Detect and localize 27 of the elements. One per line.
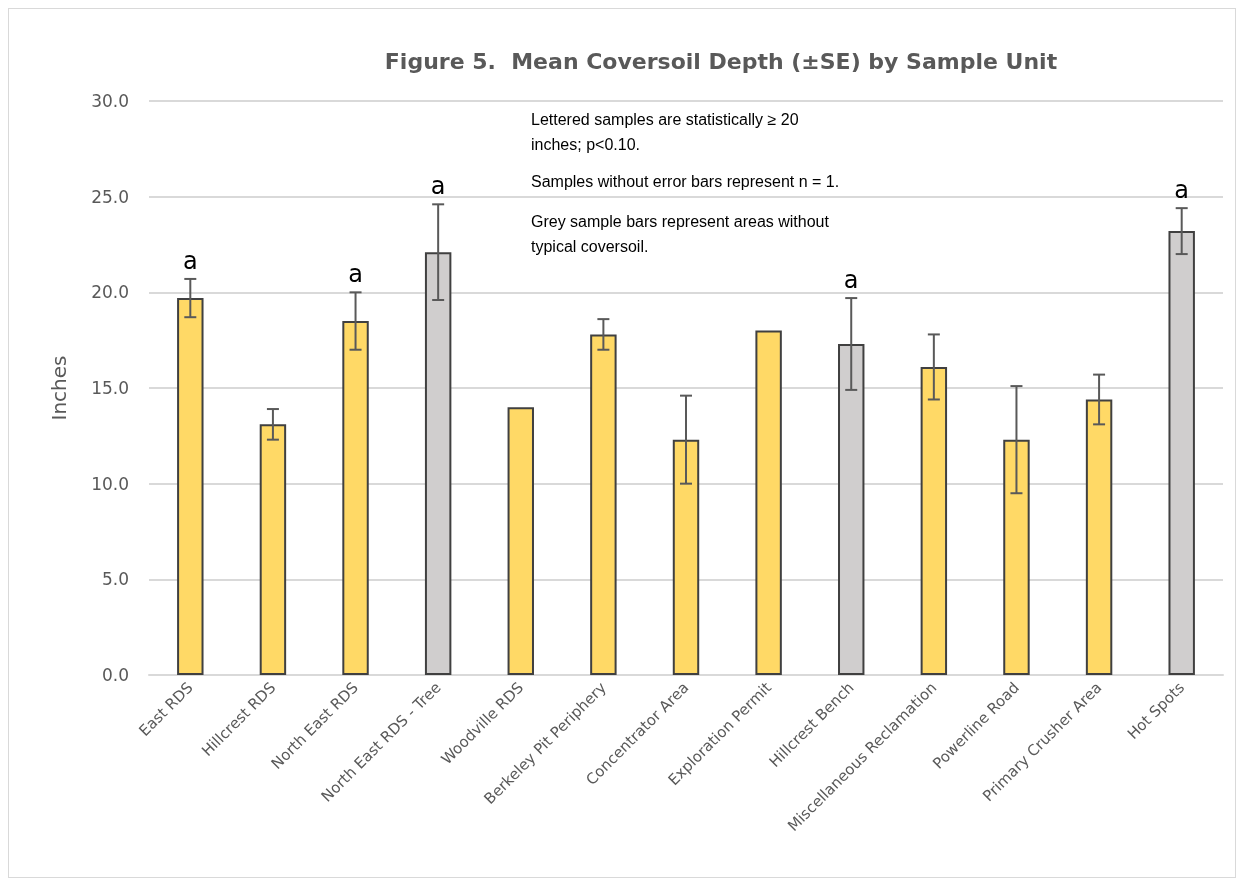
- annotation: a: [430, 172, 446, 201]
- y-axis-title: Inches: [47, 355, 71, 421]
- y-tick-label: 30.0: [91, 91, 129, 111]
- bar: [920, 366, 948, 675]
- y-tick-label: 25.0: [91, 186, 129, 207]
- y-tick-label: 0.0: [101, 665, 129, 685]
- annotation: a: [1174, 176, 1190, 205]
- y-tick-label: 20.0: [91, 282, 129, 303]
- bar: [755, 330, 782, 675]
- bar: [1085, 399, 1113, 675]
- y-tick-label: 15.0: [91, 378, 129, 398]
- bar: [259, 424, 287, 675]
- bar: [507, 407, 534, 675]
- bar: [177, 298, 204, 675]
- annotation: a: [348, 260, 363, 289]
- y-tick-label: 10.0: [91, 473, 129, 494]
- y-tick-label: 5.0: [101, 569, 129, 590]
- bar: [342, 321, 369, 675]
- annotation: Samples without error bars represent n = 1.: [531, 173, 840, 190]
- annotation: a: [843, 266, 859, 295]
- annotation: Lettered samples are statistically ≥ 20 inches; p<0.10.: [531, 111, 804, 153]
- annotation: a: [182, 246, 198, 275]
- chart-title: Figure 5. Mean Coversoil Depth (±SE) by Sample Unit: [384, 48, 1058, 74]
- bar: [672, 439, 700, 675]
- bar: [590, 334, 617, 675]
- bar: [1003, 439, 1030, 675]
- annotation: Grey sample bars represent areas without typical coversoil.: [531, 213, 834, 255]
